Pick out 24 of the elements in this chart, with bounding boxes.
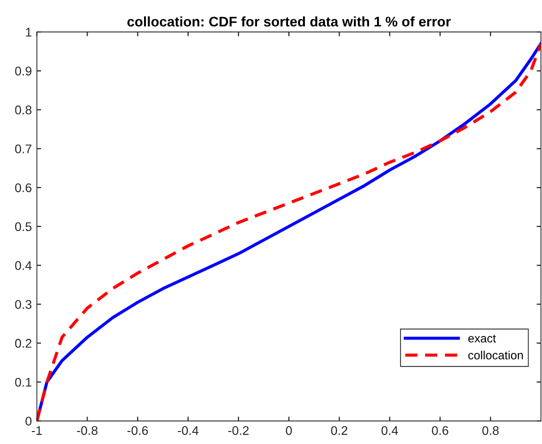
y-tick-label: 0.5	[15, 222, 32, 232]
y-tick-label: 0.7	[15, 144, 32, 154]
y-tick-label: 0.4	[15, 261, 32, 270]
legend-label: exact	[468, 334, 496, 342]
x-tick-label: -0.2	[228, 426, 249, 435]
y-tick-label: 0.1	[15, 378, 32, 387]
y-tick-label: 0.6	[15, 183, 32, 192]
y-tick-label: 0.3	[15, 300, 32, 309]
x-tick-label: -1	[32, 426, 42, 435]
y-tick-label: 0.2	[15, 338, 32, 348]
y-tick-label: 0.8	[15, 106, 32, 114]
y-tick-label: 0	[26, 416, 32, 426]
legend-label: collocation	[468, 350, 523, 360]
y-tick-label: 1	[26, 28, 32, 36]
x-tick-label: 0.6	[432, 426, 448, 435]
x-tick-label: 0	[286, 426, 292, 435]
y-tick-label: 0.9	[15, 66, 32, 76]
x-tick-label: 0.4	[382, 426, 398, 435]
chart-title: collocation: CDF for sorted data with 1 % of error	[127, 16, 451, 27]
x-tick-label: -0.8	[77, 426, 98, 435]
x-tick-label: -0.4	[178, 426, 198, 435]
x-tick-label: 0.2	[331, 426, 348, 435]
x-tick-label: 0.8	[482, 426, 499, 435]
x-tick-label: -0.6	[127, 426, 148, 435]
